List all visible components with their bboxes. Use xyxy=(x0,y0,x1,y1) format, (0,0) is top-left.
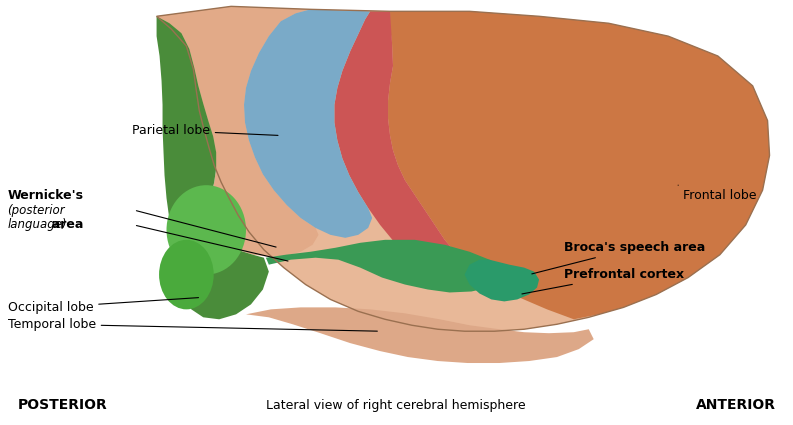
Text: POSTERIOR: POSTERIOR xyxy=(17,398,107,412)
Polygon shape xyxy=(244,9,372,238)
Polygon shape xyxy=(266,240,509,292)
Text: Broca's speech area: Broca's speech area xyxy=(532,241,705,274)
Text: Temporal lobe: Temporal lobe xyxy=(8,318,377,331)
Text: Parietal lobe: Parietal lobe xyxy=(132,124,278,137)
Text: Prefrontal cortex: Prefrontal cortex xyxy=(522,268,684,294)
Polygon shape xyxy=(246,307,594,363)
Polygon shape xyxy=(156,6,319,257)
Ellipse shape xyxy=(159,240,213,309)
Ellipse shape xyxy=(167,185,246,275)
Polygon shape xyxy=(388,11,769,319)
Text: Frontal lobe: Frontal lobe xyxy=(678,185,757,201)
Text: (posterior: (posterior xyxy=(8,204,65,216)
Text: area: area xyxy=(8,218,83,232)
Polygon shape xyxy=(465,260,539,301)
Text: Occipital lobe: Occipital lobe xyxy=(8,298,198,314)
Polygon shape xyxy=(335,11,480,289)
Text: Lateral view of right cerebral hemisphere: Lateral view of right cerebral hemispher… xyxy=(266,399,526,412)
Text: ANTERIOR: ANTERIOR xyxy=(695,398,776,412)
Polygon shape xyxy=(156,16,269,319)
Text: language): language) xyxy=(8,218,67,232)
Polygon shape xyxy=(156,6,769,331)
Text: Wernicke's: Wernicke's xyxy=(8,189,83,201)
